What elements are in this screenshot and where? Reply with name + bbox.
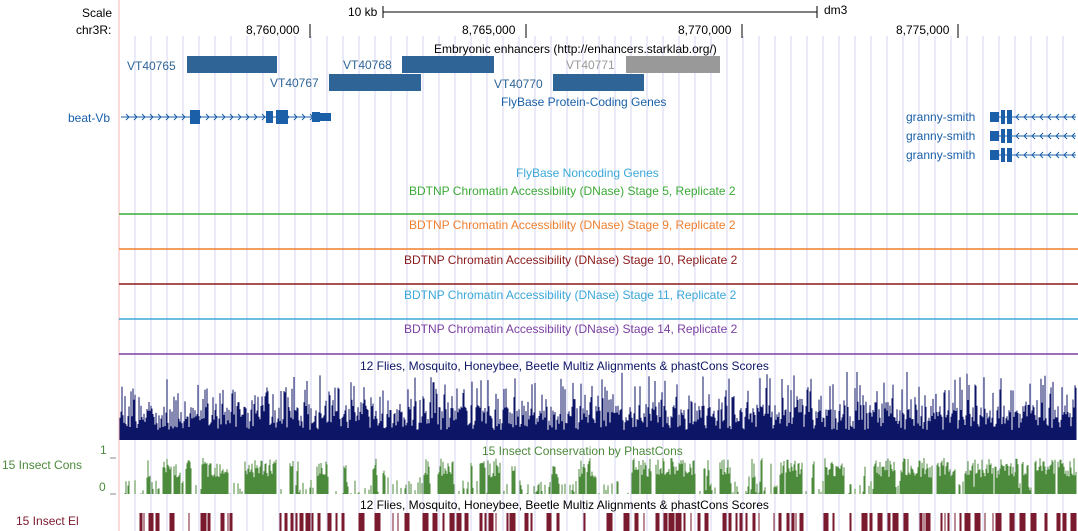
gene-exon (990, 112, 999, 122)
strand-arrow (1039, 132, 1044, 140)
gene-exon (990, 150, 999, 160)
strand-arrow (1047, 132, 1052, 140)
position-tick-label: 8,770,000 (678, 23, 732, 37)
strand-arrow (1071, 132, 1076, 140)
enhancer-label[interactable]: VT40770 (494, 77, 543, 91)
multiz-wiggle (119, 372, 1077, 440)
strand-arrow (261, 113, 266, 121)
strand-arrow (1023, 151, 1028, 159)
enhancer-label[interactable]: VT40771 (566, 58, 615, 72)
strand-arrow (1063, 113, 1068, 121)
strand-arrow (1063, 151, 1068, 159)
track-title-noncoding-genes[interactable]: FlyBase Noncoding Genes (516, 166, 659, 180)
gene-label-granny-smith[interactable]: granny-smith (906, 110, 976, 124)
gene-exon (276, 110, 288, 124)
enhancer-box (626, 56, 720, 73)
strand-arrow (1015, 113, 1020, 121)
track-title-dnase-stage10[interactable]: BDTNP Chromatin Accessibility (DNase) St… (404, 253, 738, 267)
strand-arrow (293, 113, 298, 121)
strand-arrow (1063, 132, 1068, 140)
track-title-phastcons[interactable]: 15 Insect Conservation by PhastCons (482, 444, 683, 458)
strand-arrow (1039, 113, 1044, 121)
gene-exon (266, 111, 273, 123)
strand-arrow (181, 113, 186, 121)
strand-arrow (1071, 113, 1076, 121)
gene-exon (1001, 148, 1005, 162)
chrom-label: chr3R: (76, 23, 112, 37)
track-left-label-cons[interactable]: 15 Insect Cons (2, 458, 83, 472)
strand-arrow (125, 113, 130, 121)
axis-min-label: 0 (99, 480, 106, 494)
gene-exon (320, 113, 331, 121)
gene-exon (190, 110, 200, 124)
strand-arrow (1055, 151, 1060, 159)
strand-arrow (1047, 113, 1052, 121)
position-tick-label: 8,760,000 (246, 23, 300, 37)
track-title-elements[interactable]: 12 Flies, Mosquito, Honeybee, Beetle Mul… (360, 498, 769, 512)
strand-arrow (149, 113, 154, 121)
strand-arrow (157, 113, 162, 121)
strand-arrow (1039, 151, 1044, 159)
enhancer-box (553, 74, 644, 91)
strand-arrow (237, 113, 242, 121)
strand-arrow (173, 113, 178, 121)
strand-arrow (1023, 132, 1028, 140)
enhancer-box (187, 56, 277, 73)
track-title-coding-genes[interactable]: FlyBase Protein-Coding Genes (501, 95, 667, 109)
gene-exon (1001, 129, 1005, 143)
track-title-multiz[interactable]: 12 Flies, Mosquito, Honeybee, Beetle Mul… (360, 359, 769, 373)
strand-arrow (1055, 132, 1060, 140)
strand-arrow (229, 113, 234, 121)
gene-exon (990, 131, 999, 141)
enhancer-box (402, 56, 494, 73)
track-left-label-elements[interactable]: 15 Insect El (16, 514, 79, 528)
strand-arrow (1031, 151, 1036, 159)
scale-value: 10 kb (348, 5, 378, 19)
gene-exon (312, 112, 320, 122)
track-title-dnase-stage9[interactable]: BDTNP Chromatin Accessibility (DNase) St… (409, 218, 736, 232)
gene-exon (1007, 148, 1012, 162)
assembly-label: dm3 (824, 3, 848, 17)
strand-arrow (165, 113, 170, 121)
strand-arrow (1015, 151, 1020, 159)
position-tick-label: 8,765,000 (462, 23, 516, 37)
strand-arrow (205, 113, 210, 121)
strand-arrow (1031, 113, 1036, 121)
gene-exon (1001, 110, 1005, 124)
strand-arrow (213, 113, 218, 121)
scale-label: Scale (82, 6, 113, 20)
strand-arrow (1015, 132, 1020, 140)
strand-arrow (253, 113, 258, 121)
strand-arrow (1023, 113, 1028, 121)
track-title-dnase-stage5[interactable]: BDTNP Chromatin Accessibility (DNase) St… (409, 184, 736, 198)
strand-arrow (1031, 132, 1036, 140)
enhancer-label[interactable]: VT40767 (270, 76, 319, 90)
position-tick-label: 8,775,000 (896, 23, 950, 37)
strand-arrow (1047, 151, 1052, 159)
enhancer-box (329, 74, 421, 91)
track-title-dnase-stage11[interactable]: BDTNP Chromatin Accessibility (DNase) St… (404, 288, 737, 302)
strand-arrow (141, 113, 146, 121)
track-title-enhancers[interactable]: Embryonic enhancers (http://enhancers.st… (434, 42, 717, 56)
enhancer-label[interactable]: VT40768 (343, 58, 392, 72)
elements-bars (139, 513, 1077, 531)
enhancer-label[interactable]: VT40765 (127, 59, 176, 73)
strand-arrow (221, 113, 226, 121)
track-title-dnase-stage14[interactable]: BDTNP Chromatin Accessibility (DNase) St… (404, 322, 738, 336)
gene-exon (1007, 110, 1012, 124)
strand-arrow (133, 113, 138, 121)
gene-label-beat-vb[interactable]: beat-Vb (68, 111, 111, 125)
gene-label-granny-smith[interactable]: granny-smith (906, 148, 976, 162)
strand-arrow (301, 113, 306, 121)
axis-max-label: 1 (100, 443, 107, 457)
strand-arrow (1055, 113, 1060, 121)
strand-arrow (245, 113, 250, 121)
strand-arrow (1071, 151, 1076, 159)
gene-exon (1007, 129, 1012, 143)
phastcons-wiggle (124, 458, 1077, 494)
gene-label-granny-smith[interactable]: granny-smith (906, 129, 976, 143)
